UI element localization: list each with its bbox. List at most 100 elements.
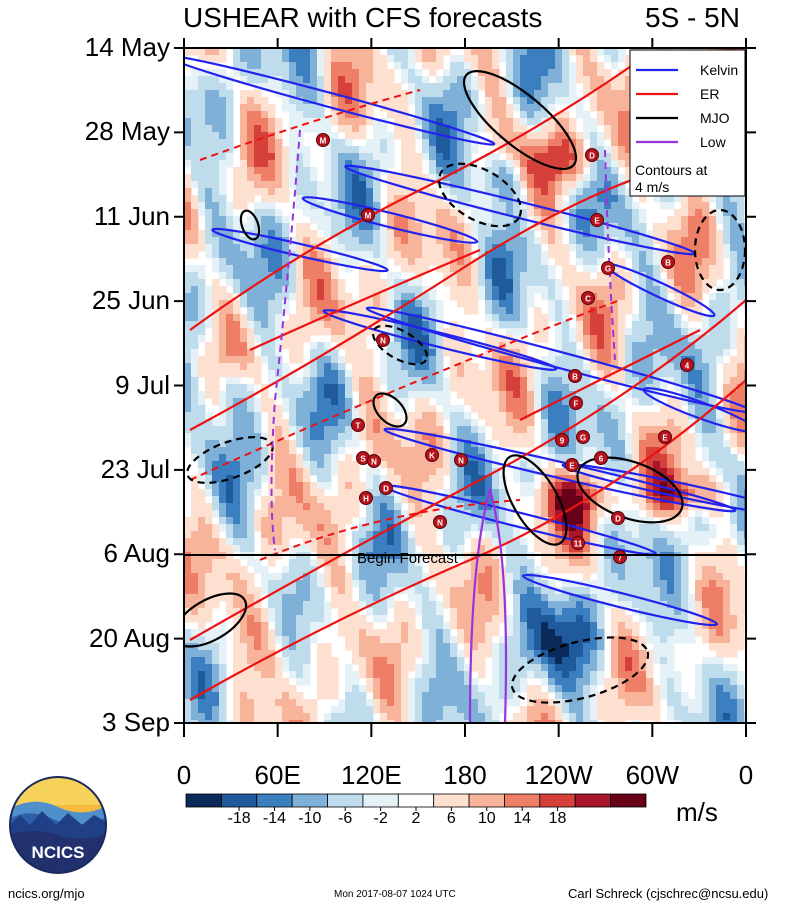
- heat-cell: [716, 356, 724, 364]
- heat-cell: [604, 279, 612, 287]
- heat-cell: [310, 433, 318, 441]
- heat-cell: [240, 111, 248, 119]
- heat-cell: [618, 153, 626, 161]
- heat-cell: [387, 342, 395, 350]
- heat-cell: [478, 174, 486, 182]
- heat-cell: [457, 202, 465, 210]
- heat-cell: [576, 447, 584, 455]
- heat-cell: [205, 209, 213, 217]
- heat-cell: [723, 454, 731, 462]
- heat-cell: [436, 237, 444, 245]
- heat-cell: [499, 216, 507, 224]
- heat-cell: [436, 349, 444, 357]
- heat-cell: [450, 454, 458, 462]
- heat-cell: [436, 300, 444, 308]
- heat-cell: [233, 468, 241, 476]
- heat-cell: [268, 342, 276, 350]
- heat-cell: [261, 300, 269, 308]
- heat-cell: [597, 244, 605, 252]
- heat-cell: [226, 111, 234, 119]
- heat-cell: [737, 370, 745, 378]
- heat-cell: [324, 118, 332, 126]
- heat-cell: [590, 160, 598, 168]
- heat-cell: [184, 363, 192, 371]
- heat-cell: [436, 174, 444, 182]
- heat-cell: [716, 461, 724, 469]
- heat-cell: [415, 132, 423, 140]
- heat-cell: [352, 363, 360, 371]
- heat-cell: [737, 356, 745, 364]
- heat-cell: [569, 265, 577, 273]
- heat-cell: [534, 139, 542, 147]
- heat-cell: [541, 391, 549, 399]
- heat-cell: [450, 83, 458, 91]
- heat-cell: [499, 237, 507, 245]
- heat-cell: [478, 510, 486, 518]
- heat-cell: [415, 314, 423, 322]
- heat-cell: [667, 328, 675, 336]
- heat-cell: [548, 48, 556, 56]
- heat-cell: [373, 62, 381, 70]
- heat-cell: [394, 335, 402, 343]
- heat-cell: [212, 398, 220, 406]
- heat-cell: [569, 181, 577, 189]
- heat-cell: [408, 181, 416, 189]
- heat-cell: [226, 83, 234, 91]
- heat-cell: [240, 447, 248, 455]
- heat-cell: [401, 97, 409, 105]
- heat-cell: [275, 258, 283, 266]
- heat-cell: [366, 419, 374, 427]
- heat-cell: [576, 517, 584, 525]
- heat-cell: [618, 97, 626, 105]
- heat-cell: [345, 195, 353, 203]
- heat-cell: [520, 398, 528, 406]
- heat-cell: [408, 188, 416, 196]
- heat-cell: [310, 300, 318, 308]
- heat-cell: [583, 510, 591, 518]
- heat-cell: [716, 202, 724, 210]
- heat-cell: [394, 419, 402, 427]
- heat-cell: [646, 237, 654, 245]
- heat-cell: [681, 300, 689, 308]
- heat-cell: [184, 146, 192, 154]
- heat-cell: [366, 111, 374, 119]
- heat-cell: [695, 391, 703, 399]
- heat-cell: [184, 426, 192, 434]
- heat-cell: [422, 244, 430, 252]
- heat-cell: [184, 265, 192, 273]
- heat-cell: [541, 524, 549, 532]
- heat-cell: [296, 426, 304, 434]
- heat-cell: [324, 55, 332, 63]
- heat-cell: [723, 342, 731, 350]
- heat-cell: [198, 468, 206, 476]
- heat-cell: [569, 125, 577, 133]
- heat-cell: [380, 62, 388, 70]
- heat-cell: [415, 321, 423, 329]
- heat-cell: [324, 468, 332, 476]
- heat-cell: [625, 272, 633, 280]
- heat-cell: [499, 489, 507, 497]
- heat-cell: [506, 188, 514, 196]
- heat-cell: [212, 426, 220, 434]
- heat-cell: [471, 55, 479, 63]
- heat-cell: [282, 524, 290, 532]
- heat-cell: [639, 363, 647, 371]
- heat-cell: [457, 216, 465, 224]
- heat-cell: [499, 272, 507, 280]
- heat-cell: [233, 447, 241, 455]
- heat-cell: [506, 398, 514, 406]
- heat-cell: [296, 482, 304, 490]
- heat-cell: [695, 489, 703, 497]
- heat-cell: [324, 510, 332, 518]
- heat-cell: [317, 83, 325, 91]
- heat-cell: [646, 426, 654, 434]
- heat-cell: [443, 335, 451, 343]
- heat-cell: [534, 496, 542, 504]
- heat-cell: [240, 384, 248, 392]
- heat-cell: [464, 83, 472, 91]
- heat-cell: [730, 454, 738, 462]
- heat-cell: [324, 321, 332, 329]
- heat-cell: [555, 447, 563, 455]
- heat-cell: [366, 433, 374, 441]
- heat-cell: [471, 482, 479, 490]
